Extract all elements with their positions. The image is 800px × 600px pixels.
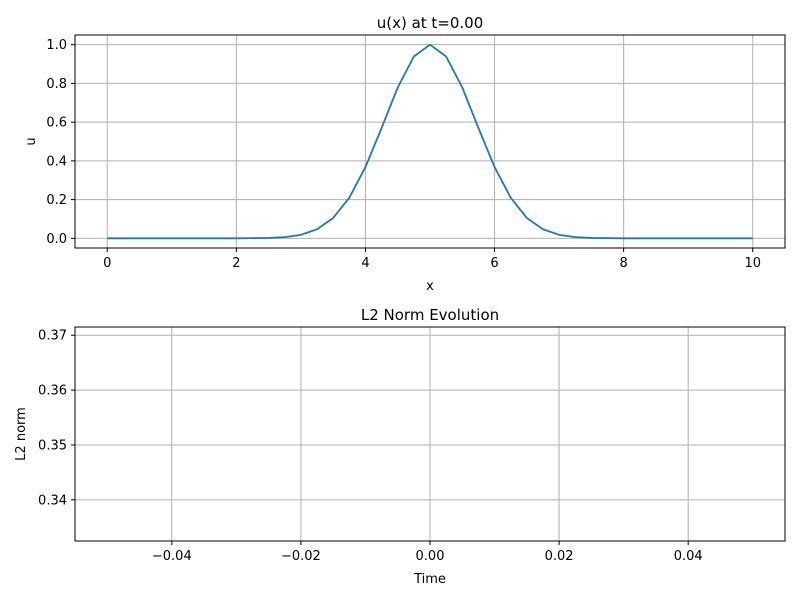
solution-y-tick-label: 0.4 xyxy=(46,154,67,169)
solution-y-tick-label: 0.2 xyxy=(46,193,67,208)
solution-series xyxy=(107,43,753,240)
l2-norm-title: L2 Norm Evolution xyxy=(361,306,499,324)
l2-norm-y-tick-label: 0.34 xyxy=(38,493,67,508)
l2-norm-x-axis-label: Time xyxy=(413,572,446,587)
solution-y-tick-label: 1.0 xyxy=(46,38,67,53)
solution-title: u(x) at t=0.00 xyxy=(377,14,484,32)
l2-norm-y-axis-label: L2 norm xyxy=(14,407,29,461)
l2-norm-grid xyxy=(75,327,785,541)
solution-x-tick-label: 2 xyxy=(232,256,240,271)
l2-norm-x-ticks: −0.04 −0.02 0.00 0.02 0.04 xyxy=(152,541,703,564)
solution-y-tick-label: 0.0 xyxy=(46,232,67,247)
l2-norm-x-tick-label: 0.00 xyxy=(416,549,445,564)
solution-plot: 0 2 4 6 8 10 0.0 0.2 0.4 0.6 0.8 1.0 u(x) at t=0.0… xyxy=(24,14,786,294)
solution-x-tick-label: 8 xyxy=(619,256,627,271)
l2-norm-x-tick-label: 0.02 xyxy=(545,549,574,564)
solution-x-tick-label: 10 xyxy=(744,256,761,271)
solution-y-ticks: 0.0 0.2 0.4 0.6 0.8 1.0 xyxy=(46,38,75,247)
l2-norm-x-tick-label: −0.04 xyxy=(152,549,192,564)
solution-y-axis-label: u xyxy=(24,137,39,145)
solution-series-line xyxy=(107,43,753,240)
l2-norm-y-tick-label: 0.35 xyxy=(38,438,67,453)
solution-x-axis-label: x xyxy=(426,279,434,294)
solution-y-tick-label: 0.8 xyxy=(46,77,67,92)
l2-norm-y-tick-label: 0.36 xyxy=(38,384,67,399)
solution-x-tick-label: 4 xyxy=(361,256,369,271)
solution-y-tick-label: 0.6 xyxy=(46,116,67,131)
l2-norm-plot: −0.04 −0.02 0.00 0.02 0.04 0.340.350.360.37 … xyxy=(14,306,786,587)
solution-x-ticks: 0 2 4 6 8 10 xyxy=(103,248,761,271)
l2-norm-x-tick-label: 0.04 xyxy=(674,549,703,564)
solution-x-tick-label: 0 xyxy=(103,256,111,271)
solution-x-tick-label: 6 xyxy=(490,256,498,271)
l2-norm-y-ticks: 0.34 0.35 0.36 0.37 xyxy=(38,329,75,508)
solution-axes-frame xyxy=(74,34,786,249)
l2-norm-y-tick-label: 0.37 xyxy=(38,329,67,344)
l2-norm-x-tick-label: −0.02 xyxy=(281,549,321,564)
